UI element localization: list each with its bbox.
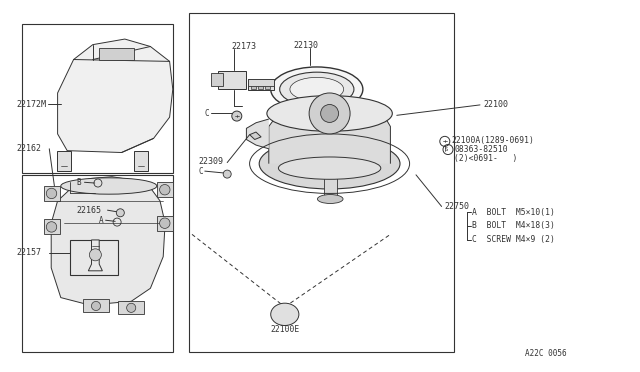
Ellipse shape (317, 195, 343, 203)
Bar (251, 86, 256, 89)
Ellipse shape (280, 72, 354, 106)
Text: 22165: 22165 (77, 206, 102, 215)
Bar (157, 216, 173, 231)
Bar (248, 79, 274, 90)
Bar (70, 240, 118, 275)
Ellipse shape (271, 67, 363, 112)
Text: 22100: 22100 (483, 100, 508, 109)
Circle shape (116, 209, 124, 217)
Circle shape (92, 301, 100, 311)
Text: 22130: 22130 (293, 41, 318, 50)
Text: C: C (198, 167, 203, 176)
Polygon shape (134, 151, 148, 171)
Circle shape (159, 185, 170, 195)
Ellipse shape (259, 138, 400, 189)
Bar (258, 86, 263, 89)
Ellipse shape (271, 303, 299, 326)
Text: 22100E: 22100E (270, 325, 300, 334)
Text: C  SCREW M4×9 (2): C SCREW M4×9 (2) (472, 235, 555, 244)
Bar (211, 73, 223, 86)
Text: 22172M: 22172M (16, 100, 46, 109)
Text: 08363-82510: 08363-82510 (454, 145, 508, 154)
Circle shape (223, 170, 231, 178)
Bar (248, 79, 274, 86)
Circle shape (232, 111, 242, 121)
Bar (157, 182, 173, 197)
Bar (324, 167, 337, 199)
Circle shape (90, 249, 101, 261)
Text: 22100A(1289-0691): 22100A(1289-0691) (451, 136, 534, 145)
Circle shape (159, 218, 170, 228)
Bar (44, 186, 60, 201)
Text: S: S (444, 147, 448, 152)
Text: 22309: 22309 (198, 157, 223, 166)
Bar (118, 301, 144, 314)
Bar (83, 299, 109, 312)
Text: (2)<0691-   ): (2)<0691- ) (454, 154, 518, 163)
Bar (44, 219, 60, 234)
Polygon shape (58, 39, 173, 153)
Text: 22162: 22162 (16, 144, 41, 153)
Circle shape (46, 222, 57, 232)
Bar (99, 48, 134, 60)
Ellipse shape (267, 96, 392, 131)
Polygon shape (51, 177, 165, 305)
Text: A: A (99, 216, 104, 225)
Polygon shape (246, 119, 269, 149)
Polygon shape (250, 132, 261, 140)
Ellipse shape (290, 77, 344, 101)
Text: B: B (77, 178, 81, 187)
Bar (22, 24, 173, 173)
Circle shape (309, 93, 350, 134)
Polygon shape (57, 151, 71, 171)
Bar (265, 86, 270, 89)
Polygon shape (269, 101, 390, 164)
Text: 22157: 22157 (16, 248, 41, 257)
Text: C: C (205, 109, 209, 118)
Text: 22750: 22750 (445, 202, 470, 211)
Text: 22173: 22173 (232, 42, 257, 51)
Polygon shape (88, 240, 102, 271)
Text: A22C 0056: A22C 0056 (525, 349, 566, 358)
Circle shape (46, 188, 57, 199)
Ellipse shape (278, 157, 381, 179)
Bar (22, 175, 173, 352)
Circle shape (321, 105, 339, 122)
Circle shape (127, 303, 136, 312)
Ellipse shape (61, 178, 157, 194)
Bar (218, 71, 246, 89)
Text: B  BOLT  M4×18(3): B BOLT M4×18(3) (472, 221, 555, 230)
Bar (189, 13, 454, 352)
Text: A  BOLT  M5×10(1): A BOLT M5×10(1) (472, 208, 555, 217)
